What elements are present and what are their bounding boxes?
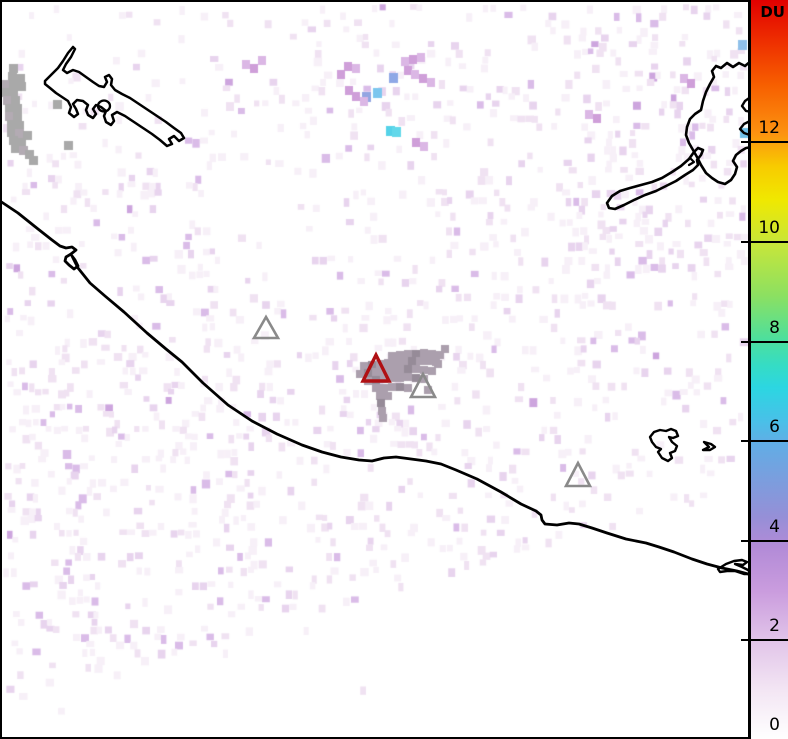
colorbar-tick-label: 2 (769, 616, 780, 636)
colorbar-gradient (751, 0, 788, 739)
volcano-marker (408, 371, 438, 399)
small-island-east (701, 440, 717, 452)
volcano-marker (563, 460, 593, 488)
pacific-coastline (0, 199, 748, 576)
colorbar-tick-line (751, 341, 788, 343)
volcano-marker (251, 314, 281, 340)
colorbar-tick-line (751, 241, 788, 243)
colorbar-tick-label: 10 (758, 218, 780, 238)
colorbar-tick-line (751, 540, 788, 542)
colorbar-unit-label: DU (760, 3, 785, 21)
colorbar-tick-mark (741, 341, 748, 343)
colorbar-tick-label: 0 (769, 715, 780, 735)
coastal-spit (716, 558, 748, 576)
colorbar: 12 10 8 6 4 2 0 DU (741, 0, 788, 739)
gulf-edge-inlet-a (740, 97, 748, 113)
colorbar-tick-label: 8 (769, 318, 780, 338)
lake-lagoon-ring (96, 99, 112, 113)
colorbar-tick-line (751, 639, 788, 641)
colorbar-tick-label: 6 (769, 417, 780, 437)
colorbar-tick-mark (741, 241, 748, 243)
colorbar-tick-label: 12 (758, 118, 780, 138)
colorbar-tick-line (751, 440, 788, 442)
colorbar-tick-label: 4 (769, 517, 780, 537)
lake-northwest (43, 45, 186, 148)
colorbar-tick-mark (741, 141, 748, 143)
colorbar-tick-mark (741, 639, 748, 641)
map-area (0, 0, 748, 739)
gulf-mainland (684, 61, 748, 186)
so2-pixel-raster (0, 0, 748, 739)
erupting-volcano-marker (360, 351, 392, 383)
small-island-west (648, 427, 680, 463)
gulf-island-notch (687, 156, 696, 167)
coastline-layer (0, 45, 748, 576)
gulf-long-island (605, 146, 705, 211)
colorbar-tick-mark (741, 440, 748, 442)
colorbar-tick-line (751, 141, 788, 143)
gulf-edge-inlet-b (738, 120, 748, 136)
colorbar-tick-mark (741, 540, 748, 542)
